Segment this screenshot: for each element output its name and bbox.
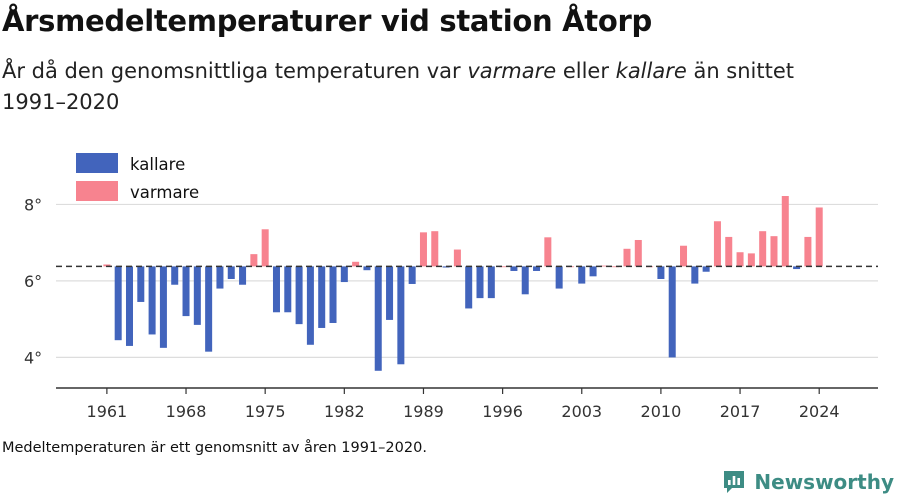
bar-chart: 4° 6° 8° 1961 1968 1975 1982 1989 1996 2003 2010 20… bbox=[24, 153, 878, 421]
bar-1994 bbox=[476, 266, 484, 299]
bar-1968 bbox=[182, 266, 190, 317]
bar-1976 bbox=[272, 266, 280, 313]
y-tick-label: 4° bbox=[24, 348, 42, 367]
bar-1988 bbox=[408, 266, 416, 284]
bar-1979 bbox=[306, 266, 314, 345]
bar-1962 bbox=[114, 266, 122, 341]
legend: kallare varmare bbox=[76, 153, 199, 202]
brand-name: Newsworthy bbox=[754, 470, 894, 494]
bar-2019 bbox=[759, 231, 767, 267]
axes: 4° 6° 8° 1961 1968 1975 1982 1989 1996 2003 2010 20… bbox=[24, 195, 878, 421]
bar-1983 bbox=[352, 261, 360, 267]
bar-1964 bbox=[137, 266, 145, 302]
bar-1997 bbox=[510, 266, 518, 271]
bar-1977 bbox=[284, 266, 292, 313]
x-tick-label: 2017 bbox=[720, 402, 761, 421]
chart-title: Årsmedeltemperaturer vid station Åtorp bbox=[2, 4, 652, 38]
x-tick-label: 2003 bbox=[561, 402, 602, 421]
legend-swatch-kallare bbox=[76, 153, 118, 173]
legend-label-kallare: kallare bbox=[130, 155, 185, 174]
bar-1966 bbox=[159, 266, 167, 348]
y-tick-label: 6° bbox=[24, 272, 42, 291]
bar-1995 bbox=[487, 266, 495, 299]
bar-1974 bbox=[250, 254, 258, 267]
bars bbox=[103, 196, 823, 371]
bar-2011 bbox=[668, 266, 676, 358]
bar-2014 bbox=[702, 266, 710, 272]
bar-2003 bbox=[578, 266, 586, 284]
bar-2022 bbox=[793, 266, 801, 270]
y-tick-label: 8° bbox=[24, 195, 42, 214]
bar-1996 bbox=[499, 266, 507, 268]
bar-2023 bbox=[804, 236, 812, 267]
bar-1987 bbox=[397, 266, 405, 365]
x-tick-label: 2024 bbox=[799, 402, 840, 421]
bar-1993 bbox=[465, 266, 473, 309]
bar-1989 bbox=[419, 232, 427, 267]
bar-2005 bbox=[600, 265, 608, 267]
subtitle-colder-word: kallare bbox=[615, 59, 687, 83]
bar-1972 bbox=[227, 266, 235, 279]
bar-1998 bbox=[521, 266, 529, 295]
bar-1999 bbox=[533, 266, 541, 271]
bar-1990 bbox=[431, 231, 439, 267]
bar-1970 bbox=[205, 266, 213, 352]
legend-swatch-varmare bbox=[76, 181, 118, 201]
bar-2007 bbox=[623, 248, 631, 267]
bar-2008 bbox=[634, 239, 642, 267]
x-tick-label: 1968 bbox=[166, 402, 207, 421]
bar-2018 bbox=[747, 253, 755, 267]
bar-2013 bbox=[691, 266, 699, 284]
bar-2010 bbox=[657, 266, 665, 279]
bar-2004 bbox=[589, 266, 597, 277]
chart-subtitle: År då den genomsnittliga temperaturen va… bbox=[2, 56, 862, 118]
bar-2001 bbox=[555, 266, 563, 289]
bar-1963 bbox=[125, 266, 133, 346]
bar-1969 bbox=[193, 266, 201, 325]
bar-1973 bbox=[239, 266, 247, 285]
bar-1975 bbox=[261, 229, 269, 267]
bar-2016 bbox=[725, 236, 733, 267]
x-tick-label: 1961 bbox=[87, 402, 128, 421]
bar-2017 bbox=[736, 252, 744, 267]
chart-caption: Medeltemperaturen är ett genomsnitt av å… bbox=[2, 440, 427, 456]
bar-1986 bbox=[386, 266, 394, 320]
bar-1985 bbox=[374, 266, 382, 371]
bar-1981 bbox=[329, 266, 337, 323]
bar-1978 bbox=[295, 266, 303, 325]
subtitle-warmer-word: varmare bbox=[467, 59, 557, 83]
brand-logo[interactable]: Newsworthy bbox=[722, 468, 894, 496]
x-tick-label: 2010 bbox=[641, 402, 682, 421]
bar-2000 bbox=[544, 237, 552, 267]
bar-1984 bbox=[363, 266, 371, 271]
x-tick-label: 1996 bbox=[482, 402, 523, 421]
bar-1980 bbox=[318, 266, 326, 328]
bar-2021 bbox=[781, 196, 789, 267]
bar-1967 bbox=[171, 266, 179, 285]
x-tick-label: 1975 bbox=[245, 402, 286, 421]
bar-1965 bbox=[148, 266, 156, 335]
bar-2024 bbox=[815, 207, 823, 267]
bar-2020 bbox=[770, 236, 778, 267]
legend-label-varmare: varmare bbox=[130, 183, 199, 202]
x-tick-label: 1982 bbox=[324, 402, 365, 421]
bar-1992 bbox=[453, 249, 461, 267]
subtitle-text-start: År då den genomsnittliga temperaturen va… bbox=[2, 59, 468, 83]
subtitle-text-end: än snittet 1991–2020 bbox=[2, 59, 795, 114]
bar-1971 bbox=[216, 266, 224, 289]
x-tick-label: 1989 bbox=[403, 402, 444, 421]
newsworthy-logo-icon bbox=[724, 471, 745, 493]
subtitle-text-middle: eller bbox=[556, 59, 616, 83]
bar-2012 bbox=[680, 245, 688, 267]
bar-2015 bbox=[713, 221, 721, 267]
bar-1982 bbox=[340, 266, 348, 283]
bar-2006 bbox=[612, 266, 620, 268]
bar-1961 bbox=[103, 264, 111, 267]
